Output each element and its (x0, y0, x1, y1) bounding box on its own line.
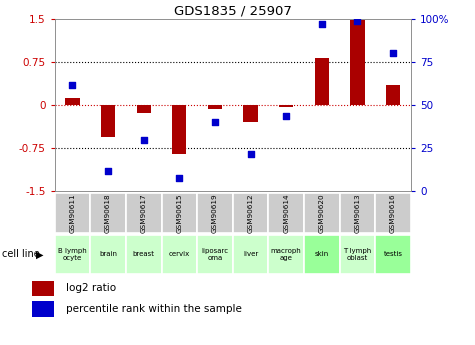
Text: GSM90611: GSM90611 (69, 193, 76, 233)
Text: GSM90615: GSM90615 (176, 193, 182, 233)
Text: percentile rank within the sample: percentile rank within the sample (66, 304, 242, 314)
Bar (340, 193, 375, 233)
Point (282, 113, 290, 118)
Point (211, 120, 218, 125)
Text: testis: testis (384, 252, 403, 257)
Bar (279, 105, 293, 107)
Bar (350, 20, 365, 105)
Text: GSM90616: GSM90616 (390, 193, 396, 233)
Title: GDS1835 / 25907: GDS1835 / 25907 (174, 5, 292, 18)
Point (247, 151, 255, 156)
Text: ▶: ▶ (36, 249, 43, 259)
Text: GSM90618: GSM90618 (105, 193, 111, 233)
Bar (55, 235, 90, 274)
Point (318, 21, 326, 27)
Text: log2 ratio: log2 ratio (66, 284, 117, 294)
Bar (55, 193, 90, 233)
Bar (208, 105, 222, 109)
Text: skin: skin (314, 252, 329, 257)
Text: brain: brain (99, 252, 117, 257)
Bar (90, 235, 126, 274)
Bar (375, 193, 411, 233)
Text: B lymph
ocyte: B lymph ocyte (58, 248, 87, 261)
Text: liposarc
oma: liposarc oma (201, 248, 228, 261)
Bar (172, 105, 186, 154)
Bar (233, 235, 268, 274)
Bar (32, 280, 54, 296)
Text: cell line: cell line (2, 249, 40, 259)
Text: GSM90617: GSM90617 (141, 193, 147, 233)
Text: GSM90612: GSM90612 (247, 193, 254, 233)
Bar (386, 85, 400, 105)
Bar (137, 105, 151, 113)
Bar (197, 193, 233, 233)
Bar (197, 235, 233, 274)
Point (176, 175, 183, 180)
Bar (268, 235, 304, 274)
Bar (162, 193, 197, 233)
Bar (304, 235, 340, 274)
Point (104, 168, 112, 174)
Point (353, 18, 361, 23)
Bar (32, 301, 54, 317)
Text: cervix: cervix (169, 252, 190, 257)
Bar (101, 105, 115, 137)
Bar (340, 235, 375, 274)
Bar (375, 235, 411, 274)
Text: GSM90614: GSM90614 (283, 193, 289, 233)
Text: macroph
age: macroph age (271, 248, 302, 261)
Text: liver: liver (243, 252, 258, 257)
Bar (268, 193, 304, 233)
Point (390, 51, 397, 56)
Bar (162, 235, 197, 274)
Text: GSM90613: GSM90613 (354, 193, 361, 233)
Bar (233, 193, 268, 233)
Bar (90, 193, 126, 233)
Bar (304, 193, 340, 233)
Text: GSM90619: GSM90619 (212, 193, 218, 233)
Bar (243, 105, 257, 122)
Bar (126, 235, 162, 274)
Bar (65, 98, 80, 105)
Bar (314, 58, 329, 105)
Text: breast: breast (133, 252, 155, 257)
Text: T lymph
oblast: T lymph oblast (343, 248, 371, 261)
Bar (126, 193, 162, 233)
Text: GSM90620: GSM90620 (319, 193, 325, 233)
Point (140, 137, 147, 142)
Point (68, 82, 76, 87)
